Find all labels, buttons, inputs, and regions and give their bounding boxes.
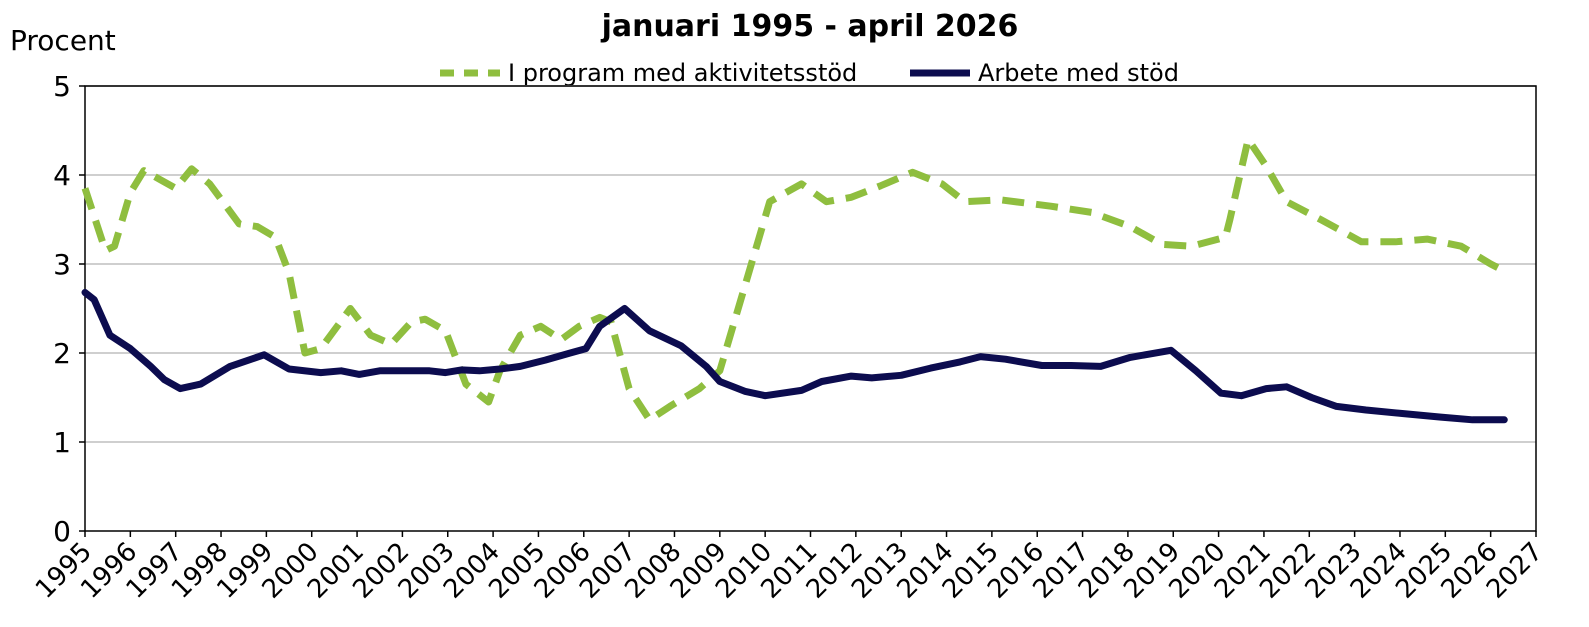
legend-label: I program med aktivitetsstöd: [508, 59, 857, 87]
y-axis-label: Procent: [10, 24, 116, 57]
data-line: [81, 135, 1506, 424]
chart-title: januari 1995 - april 2026: [601, 9, 1019, 44]
y-tick-label: 2: [53, 337, 71, 370]
y-tick-label: 1: [53, 426, 71, 459]
plot-frame: [84, 85, 1537, 532]
legend: I program med aktivitetsstöd Arbete med s…: [440, 59, 1179, 87]
data-line: [81, 289, 1508, 424]
y-tick-label: 0: [53, 515, 71, 548]
y-tick-label: 4: [53, 159, 71, 192]
y-tick-label: 5: [53, 70, 71, 103]
legend-label: Arbete med stöd: [978, 59, 1179, 87]
y-tick-label: 3: [53, 248, 71, 281]
